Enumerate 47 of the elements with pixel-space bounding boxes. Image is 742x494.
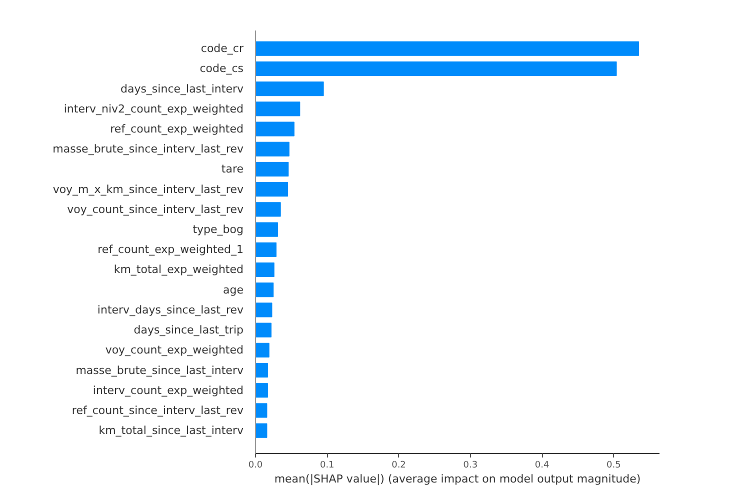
y-tick-label: ref_count_exp_weighted	[110, 122, 244, 136]
y-tick-label: tare	[221, 162, 244, 176]
bar	[256, 102, 300, 116]
x-tick-label: 0.4	[534, 460, 550, 470]
x-tick-label: 0.5	[606, 460, 621, 470]
y-tick-label: code_cr	[200, 42, 244, 56]
bar	[256, 342, 270, 358]
x-tick-label: 0.3	[463, 460, 478, 470]
bar	[256, 362, 268, 378]
y-tick-label: km_total_since_last_interv	[98, 424, 244, 438]
y-tick-label: age	[223, 283, 244, 296]
bar	[256, 142, 290, 156]
y-tick-label: code_cs	[200, 62, 244, 76]
bar	[256, 182, 288, 197]
x-tick-label: 0.2	[392, 460, 406, 470]
y-tick-label: interv_niv2_count_exp_weighted	[64, 102, 244, 116]
bar	[256, 41, 639, 56]
y-tick-label: masse_brute_since_interv_last_rev	[52, 142, 244, 156]
bar	[256, 262, 274, 278]
bar	[256, 162, 289, 177]
y-tick-label: voy_count_exp_weighted	[105, 344, 244, 357]
y-tick-label: masse_brute_since_last_interv	[76, 364, 244, 377]
bar	[256, 242, 277, 257]
bar	[256, 222, 278, 237]
x-tick-label: 0.0	[248, 460, 263, 470]
y-tick-label: interv_count_exp_weighted	[92, 384, 244, 397]
bar	[256, 282, 274, 298]
y-tick-label: km_total_exp_weighted	[114, 263, 244, 276]
bar	[256, 122, 294, 136]
bar	[256, 302, 272, 318]
x-tick-label: 0.1	[320, 460, 334, 470]
y-tick-label: interv_days_since_last_rev	[97, 303, 244, 316]
y-tick-label: type_bog	[192, 223, 244, 236]
y-tick-label: days_since_last_interv	[120, 82, 244, 96]
y-tick-label: voy_count_since_interv_last_rev	[67, 202, 244, 216]
bar	[256, 383, 268, 398]
bar	[256, 403, 268, 418]
y-tick-label: ref_count_since_interv_last_rev	[72, 404, 244, 417]
x-axis-title: mean(|SHAP value|) (average impact on model output magnitude)	[274, 472, 641, 486]
y-tick-label: voy_m_x_km_since_interv_last_rev	[52, 182, 244, 196]
bar	[256, 61, 617, 76]
bar	[256, 322, 272, 338]
bar	[256, 82, 324, 96]
bar	[256, 202, 281, 217]
bar	[256, 423, 268, 438]
y-tick-label: ref_count_exp_weighted_1	[98, 243, 244, 256]
y-tick-label: days_since_last_trip	[134, 324, 244, 337]
